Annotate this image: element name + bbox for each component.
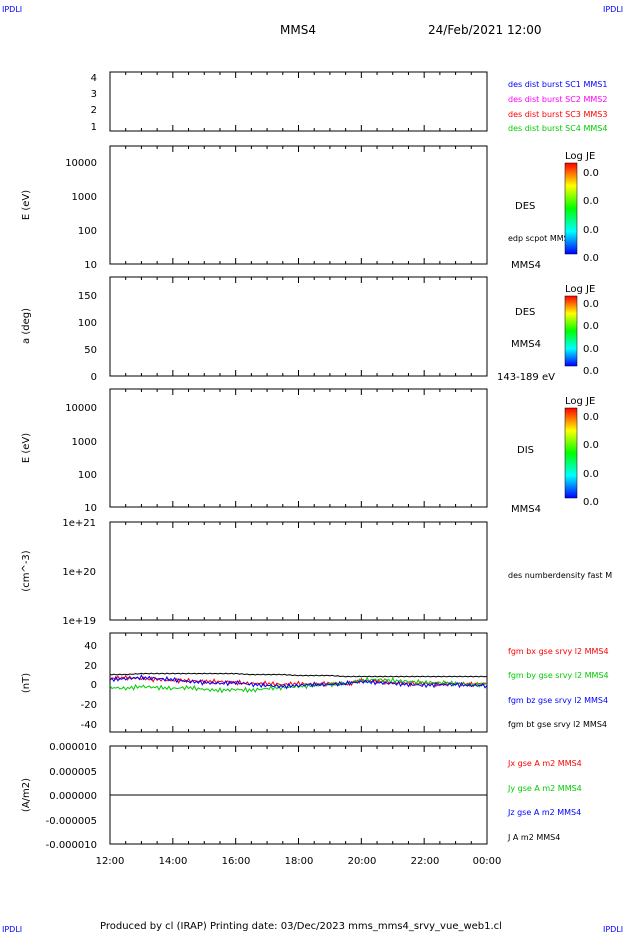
des-energy-ytick-100: 100	[78, 226, 97, 237]
des-energy-ylabel: E (eV)	[21, 190, 32, 220]
des-pitch-ytick-150: 150	[78, 291, 97, 302]
fgm-ytick-m20: -20	[81, 700, 97, 711]
des-pitch-sc-label: MMS4	[511, 339, 541, 350]
des-pitch-ytick-100: 100	[78, 318, 97, 329]
legend-current-jx: Jx gse A m2 MMS4	[507, 759, 582, 768]
panel-burst-frame	[109, 71, 488, 132]
current-ytick-m5: -0.000005	[46, 816, 97, 827]
corner-label-bottom-left: IPDLI	[2, 925, 22, 934]
dis-energy-cbar-tick-1: 0.0	[583, 412, 599, 423]
legend-burst-sc3: des dist burst SC3 MMS3	[508, 110, 607, 119]
des-energy-colorbar-title: Log JE	[565, 151, 595, 162]
density-ytick-1e19: 1e+19	[62, 616, 96, 627]
fgm-series-line	[109, 672, 487, 678]
legend-density: des numberdensity fast M	[508, 571, 612, 580]
xtick-label-2000: 20:00	[348, 856, 377, 867]
fgm-ytick-20: 20	[84, 661, 97, 672]
des-energy-cbar-tick-1: 0.0	[583, 168, 599, 179]
xtick-label-1600: 16:00	[222, 856, 251, 867]
panel-des-pitch-frame	[109, 276, 488, 377]
des-pitch-colorbar	[564, 295, 578, 367]
des-pitch-ytick-0: 0	[91, 372, 97, 383]
burst-ytick-3: 3	[91, 89, 97, 100]
dis-energy-ytick-10000: 10000	[65, 403, 97, 414]
fgm-ytick-40: 40	[84, 641, 97, 652]
fgm-ylabel: (nT)	[21, 673, 32, 693]
density-ylabel: (cm^-3)	[21, 550, 32, 591]
corner-label-top-left: IPDLI	[2, 5, 22, 14]
fgm-series-group	[109, 672, 488, 694]
density-ytick-1e20: 1e+20	[62, 567, 96, 578]
des-pitch-side-label: DES	[515, 307, 535, 318]
panel-des-energy-frame	[109, 145, 488, 265]
legend-fgm-bt: fgm bt gse srvy l2 MMS4	[508, 720, 607, 729]
des-energy-cbar-tick-4: 0.0	[583, 253, 599, 264]
dis-energy-cbar-tick-4: 0.0	[583, 497, 599, 508]
current-ytick-0: 0.000000	[49, 791, 97, 802]
des-energy-side-label: DES	[515, 201, 535, 212]
dis-energy-cbar-tick-2: 0.0	[583, 440, 599, 451]
fgm-ytick-m40: -40	[81, 720, 97, 731]
des-pitch-cbar-tick-4: 0.0	[583, 366, 599, 377]
des-pitch-energy-range: 143-189 eV	[497, 372, 555, 383]
burst-ytick-1: 1	[91, 122, 97, 133]
des-pitch-cbar-tick-2: 0.0	[583, 321, 599, 332]
dis-energy-cbar-tick-3: 0.0	[583, 469, 599, 480]
current-ytick-m10: -0.000010	[46, 840, 97, 851]
des-pitch-ylabel: a (deg)	[21, 308, 32, 344]
legend-burst-sc1: des dist burst SC1 MMS1	[508, 80, 607, 89]
des-energy-cbar-tick-2: 0.0	[583, 196, 599, 207]
des-energy-ytick-10000: 10000	[65, 158, 97, 169]
dis-energy-ytick-10: 10	[84, 503, 97, 514]
fgm-series-line	[109, 674, 488, 690]
des-energy-ytick-1000: 1000	[72, 192, 97, 203]
dis-energy-colorbar	[564, 407, 578, 499]
legend-fgm-bz: fgm bz gse srvy l2 MMS4	[508, 696, 608, 705]
datetime-title: 24/Feb/2021 12:00	[428, 23, 542, 37]
legend-current-jy: Jy gse A m2 MMS4	[507, 784, 582, 793]
des-pitch-cbar-tick-1: 0.0	[583, 299, 599, 310]
current-ytick-p5: 0.000005	[49, 767, 97, 778]
des-energy-sc-label: MMS4	[511, 260, 541, 271]
current-ylabel: (A/m2)	[21, 778, 32, 812]
legend-burst-sc2: des dist burst SC2 MMS2	[508, 95, 607, 104]
des-pitch-cbar-tick-3: 0.0	[583, 344, 599, 355]
legend-fgm-by: fgm by gse srvy l2 MMS4	[508, 671, 609, 680]
legend-fgm-bx: fgm bx gse srvy l2 MMS4	[508, 647, 609, 656]
time-ticks	[109, 72, 488, 844]
dis-energy-ytick-100: 100	[78, 470, 97, 481]
dis-energy-ytick-1000: 1000	[72, 437, 97, 448]
des-pitch-colorbar-title: Log JE	[565, 284, 595, 295]
corner-label-top-right: IPDLI	[603, 5, 623, 14]
spacecraft-title: MMS4	[280, 23, 316, 37]
dis-energy-ylabel: E (eV)	[21, 433, 32, 463]
density-ytick-1e21: 1e+21	[62, 518, 96, 529]
footer-text: Produced by cl (IRAP) Printing date: 03/…	[100, 921, 502, 932]
current-ytick-p10: 0.000010	[49, 742, 97, 753]
des-energy-cbar-tick-3: 0.0	[583, 225, 599, 236]
fgm-ytick-0: 0	[91, 680, 97, 691]
des-energy-ytick-10: 10	[84, 260, 97, 271]
xtick-label-0000: 00:00	[473, 856, 502, 867]
xtick-label-1400: 14:00	[159, 856, 188, 867]
xtick-label-1200: 12:00	[96, 856, 125, 867]
corner-label-bottom-right: IPDLI	[603, 925, 623, 934]
dis-energy-side-label: DIS	[517, 445, 534, 456]
panel-density-frame	[109, 521, 488, 621]
des-energy-scpot-label: edp scpot MMS4	[508, 234, 574, 243]
dis-energy-colorbar-title: Log JE	[565, 396, 595, 407]
legend-current-jz: Jz gse A m2 MMS4	[507, 808, 581, 817]
burst-ytick-2: 2	[91, 105, 97, 116]
legend-current-j: J A m2 MMS4	[507, 833, 560, 842]
xtick-label-1800: 18:00	[285, 856, 314, 867]
des-pitch-ytick-50: 50	[84, 345, 97, 356]
dis-energy-sc-label: MMS4	[511, 504, 541, 515]
des-energy-colorbar	[564, 162, 578, 255]
panel-dis-energy-frame	[109, 388, 488, 508]
legend-burst-sc4: des dist burst SC4 MMS4	[508, 124, 607, 133]
xtick-label-2200: 22:00	[411, 856, 440, 867]
burst-ytick-4: 4	[91, 73, 97, 84]
